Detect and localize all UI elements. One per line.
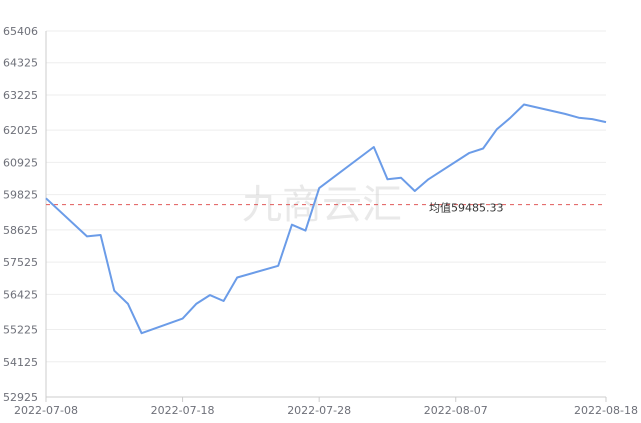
x-tick-label: 2022-08-18 <box>574 404 638 417</box>
y-tick-label: 59825 <box>3 189 38 202</box>
series-layer <box>45 103 607 335</box>
x-tick-label: 2022-07-08 <box>14 404 78 417</box>
y-tick-label: 57525 <box>3 256 38 269</box>
y-tick-label: 52925 <box>3 391 38 404</box>
y-tick-label: 63225 <box>3 89 38 102</box>
series-line <box>45 103 607 335</box>
y-tick-label: 55225 <box>3 324 38 337</box>
y-tick-label: 54125 <box>3 356 38 369</box>
average-reference: 均值59485.33 <box>46 202 606 215</box>
y-axis: 52925 54125 55225 56425 57525 58625 59825 60925… <box>3 25 47 404</box>
x-tick-label: 2022-07-18 <box>151 404 215 417</box>
y-tick-label: 65406 <box>3 25 38 38</box>
x-tick-label: 2022-08-07 <box>424 404 488 417</box>
y-tick-label: 58625 <box>3 224 38 237</box>
y-tick-label: 62025 <box>3 124 38 137</box>
y-tick-label: 64325 <box>3 57 38 70</box>
y-tick-label: 56425 <box>3 288 38 301</box>
average-label: 均值59485.33 <box>429 202 504 215</box>
x-tick-label: 2022-07-28 <box>287 404 351 417</box>
y-tick-label: 60925 <box>3 156 38 169</box>
x-axis: 2022-07-08 2022-07-18 2022-07-28 2022-08-07… <box>14 396 638 417</box>
